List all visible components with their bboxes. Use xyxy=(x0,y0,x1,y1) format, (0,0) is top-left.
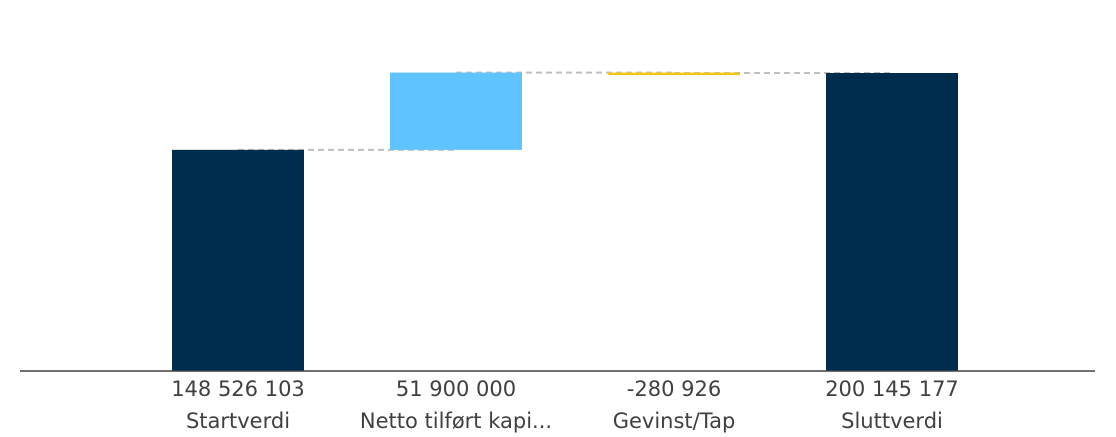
category-label-3: Gevinst/Tap xyxy=(613,409,736,433)
labels-group: 148 526 103 Startverdi 51 900 000 Netto til… xyxy=(171,377,959,433)
connector-lines xyxy=(238,71,892,151)
category-label-2: Netto tilført kapi... xyxy=(360,409,552,433)
category-label-4: Sluttverdi xyxy=(841,409,943,433)
value-label-2: 51 900 000 xyxy=(396,377,516,401)
bar-4 xyxy=(826,73,958,371)
category-label-1: Startverdi xyxy=(186,409,290,433)
bar-1 xyxy=(172,149,304,371)
value-label-4: 200 145 177 xyxy=(825,377,959,401)
bar-3 xyxy=(608,72,740,76)
bar-2 xyxy=(390,72,522,150)
value-label-1: 148 526 103 xyxy=(171,377,305,401)
bars-group xyxy=(172,72,958,371)
value-label-3: -280 926 xyxy=(627,377,721,401)
